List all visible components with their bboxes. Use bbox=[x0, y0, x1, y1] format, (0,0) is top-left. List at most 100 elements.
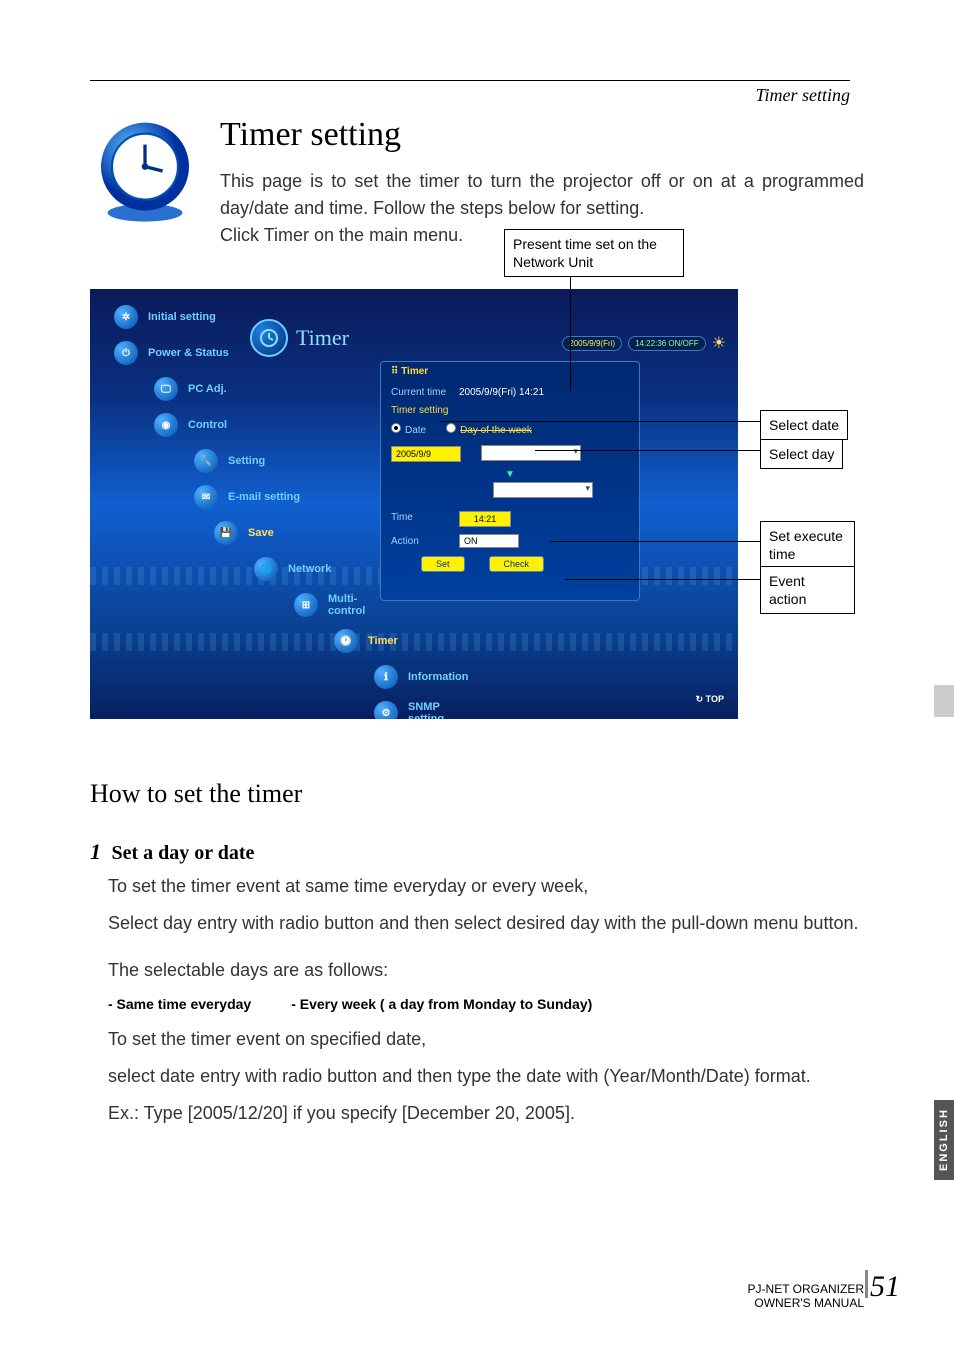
current-time-label: Current time bbox=[391, 387, 459, 398]
page-title: Timer setting bbox=[220, 116, 864, 154]
t: date bbox=[160, 1066, 195, 1086]
side-tab-marker bbox=[934, 685, 954, 717]
options-row: - Same time everyday - Every week ( a da… bbox=[108, 996, 864, 1012]
opt-everyday: - Same time everyday bbox=[108, 996, 251, 1012]
wrench-icon: 🔧 bbox=[194, 449, 218, 473]
timer-page-header: Timer bbox=[250, 319, 349, 357]
status-time: 14:22:36 ON/OFF bbox=[628, 336, 706, 351]
section-how-to: How to set the timer bbox=[90, 779, 864, 809]
date-input-row: 2005/9/9 bbox=[391, 443, 629, 462]
sidebar-label: E-mail setting bbox=[228, 491, 300, 503]
button-row: Set Check bbox=[421, 556, 629, 572]
status-bar: 2005/9/9(Fri) 14:22:36 ON/OFF ☀ bbox=[562, 333, 726, 353]
opt-everyweek: - Every week ( a day from Monday to Sund… bbox=[291, 996, 592, 1012]
action-label: Action bbox=[391, 536, 459, 547]
step-title: Set a day or date bbox=[111, 842, 254, 864]
radio-row: Date Day of the week bbox=[391, 423, 629, 436]
intro2-bold: Timer bbox=[264, 225, 309, 245]
timer-screenshot: ✲Initial setting ⏻Power & Status 🖵PC Adj… bbox=[90, 289, 738, 719]
info-icon: ℹ bbox=[374, 665, 398, 689]
footer: PJ-NET ORGANIZER OWNER'S MANUAL bbox=[748, 1282, 864, 1310]
sun-icon: ☀ bbox=[712, 333, 726, 353]
status-date: 2005/9/9(Fri) bbox=[562, 336, 622, 351]
radio-day[interactable] bbox=[446, 423, 456, 433]
sub-dropdown[interactable] bbox=[493, 482, 593, 498]
timer-panel: Timer Current time 2005/9/9(Fri) 14:21 T… bbox=[380, 361, 640, 601]
day-opt-label: Day of the week bbox=[460, 425, 532, 436]
mail-icon: ✉ bbox=[194, 485, 218, 509]
timer-setting-label: Timer setting bbox=[391, 405, 459, 416]
day-radio-group[interactable]: Day of the week bbox=[446, 423, 532, 436]
t: Select bbox=[108, 913, 163, 933]
set-button[interactable]: Set bbox=[421, 556, 465, 572]
day-dropdown[interactable] bbox=[481, 445, 581, 461]
date-input[interactable]: 2005/9/9 bbox=[391, 446, 461, 462]
timer-icon: 🕐 bbox=[334, 629, 358, 653]
footer-divider bbox=[865, 1270, 868, 1298]
callout-line bbox=[565, 579, 760, 580]
check-button[interactable]: Check bbox=[489, 556, 545, 572]
step-text: The selectable days are as follows: bbox=[90, 957, 864, 984]
t: day bbox=[163, 913, 192, 933]
sidebar-label: Power & Status bbox=[148, 347, 229, 359]
sidebar-label: Information bbox=[408, 671, 469, 683]
intro-text: This page is to set the timer to turn th… bbox=[220, 168, 864, 222]
sidebar-item-control[interactable]: ◉ Control bbox=[154, 413, 314, 437]
network-icon: 🌐 bbox=[254, 557, 278, 581]
t: select bbox=[108, 1066, 160, 1086]
header-rule bbox=[90, 80, 850, 81]
sidebar-item-network[interactable]: 🌐Network bbox=[254, 557, 314, 581]
sidebar-item-email[interactable]: ✉ E-mail setting bbox=[194, 485, 314, 509]
callout-present-time: Present time set on the Network Unit bbox=[504, 229, 684, 277]
current-time-row: Current time 2005/9/9(Fri) 14:21 bbox=[391, 387, 629, 398]
callout-select-date: Select date bbox=[760, 410, 848, 440]
arrow-icon: ▼ bbox=[391, 469, 629, 480]
sidebar-item-multi[interactable]: ⊞Multi-control bbox=[294, 593, 314, 617]
timer-setting-row: Timer setting bbox=[391, 405, 629, 416]
top-link[interactable]: TOP bbox=[696, 694, 724, 705]
callout-line bbox=[440, 421, 760, 422]
step-text: Select day entry with radio button and t… bbox=[90, 910, 864, 937]
gear-icon: ✲ bbox=[114, 305, 138, 329]
date-opt-label: Date bbox=[405, 425, 426, 436]
time-input[interactable]: 14:21 bbox=[459, 511, 511, 527]
sidebar-label: Timer bbox=[368, 635, 398, 647]
t: entry with radio button and then type th… bbox=[195, 1066, 811, 1086]
sidebar-item-pcadj[interactable]: 🖵PC Adj. bbox=[154, 377, 314, 401]
sidebar: ✲Initial setting ⏻Power & Status 🖵PC Adj… bbox=[114, 305, 314, 719]
control-icon: ◉ bbox=[154, 413, 178, 437]
radio-date[interactable] bbox=[391, 423, 401, 433]
footer-product: PJ-NET ORGANIZER bbox=[748, 1282, 864, 1296]
sidebar-label: Save bbox=[248, 527, 274, 539]
current-time-value: 2005/9/9(Fri) 14:21 bbox=[459, 387, 544, 398]
step-1: 1 Set a day or date To set the timer eve… bbox=[90, 839, 864, 1127]
intro2-pre: Click bbox=[220, 225, 264, 245]
step-text: Ex.: Type [2005/12/20] if you specify [D… bbox=[90, 1100, 864, 1127]
callout-line bbox=[570, 269, 571, 391]
running-header: Timer setting bbox=[90, 85, 850, 106]
page-number: 51 bbox=[870, 1270, 900, 1304]
action-select[interactable]: ON bbox=[459, 534, 519, 548]
callout-exec-time: Set execute time bbox=[760, 521, 855, 569]
sidebar-item-save[interactable]: 💾Save bbox=[214, 521, 314, 545]
language-tab: ENGLISH bbox=[934, 1100, 954, 1180]
snmp-icon: ⚙ bbox=[374, 701, 398, 719]
monitor-icon: 🖵 bbox=[154, 377, 178, 401]
footer-manual: OWNER'S MANUAL bbox=[748, 1296, 864, 1310]
clock-icon-small bbox=[250, 319, 288, 357]
sidebar-item-setting[interactable]: 🔧Setting bbox=[194, 449, 314, 473]
time-label: Time bbox=[391, 512, 459, 523]
callout-event-action: Event action bbox=[760, 566, 855, 614]
callout-line bbox=[535, 450, 760, 451]
sidebar-label: SNMP setting bbox=[408, 701, 444, 719]
intro2-post: on the main menu. bbox=[309, 225, 463, 245]
sidebar-label: Network bbox=[288, 563, 331, 575]
t: entry with radio button and then select … bbox=[192, 913, 858, 933]
sidebar-label: Control bbox=[188, 419, 227, 431]
step-text: To set the timer event at same time ever… bbox=[90, 873, 864, 900]
time-row: Time 14:21 bbox=[391, 508, 629, 527]
dropdown2-row bbox=[391, 482, 629, 498]
callout-select-day: Select day bbox=[760, 439, 843, 469]
multi-icon: ⊞ bbox=[294, 593, 318, 617]
date-radio-group[interactable]: Date bbox=[391, 423, 426, 436]
